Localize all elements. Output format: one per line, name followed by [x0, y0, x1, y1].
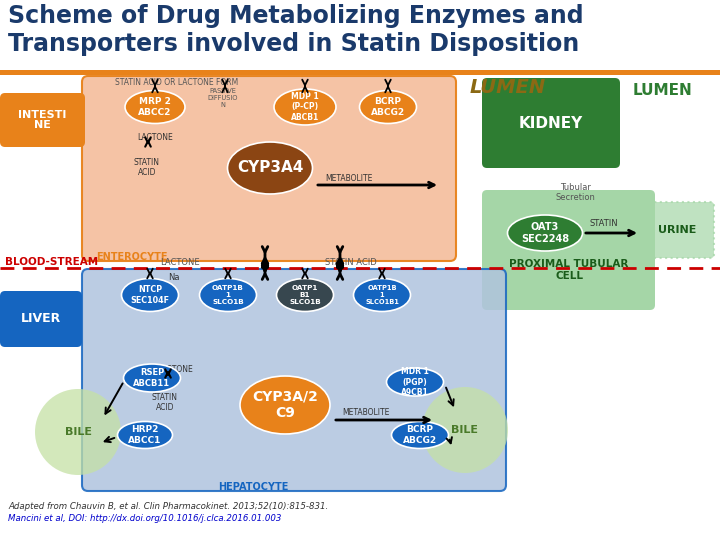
Text: HEPATOCYTE: HEPATOCYTE [218, 482, 288, 492]
Text: PROXIMAL TUBULAR
CELL: PROXIMAL TUBULAR CELL [509, 259, 629, 281]
Circle shape [422, 387, 508, 473]
Text: LACTONE: LACTONE [157, 365, 193, 374]
Text: METABOLITE: METABOLITE [342, 408, 390, 417]
Ellipse shape [387, 368, 444, 396]
Text: ENTEROCYTE: ENTEROCYTE [96, 252, 168, 262]
Text: KIDNEY: KIDNEY [519, 116, 583, 131]
Ellipse shape [359, 91, 416, 124]
FancyBboxPatch shape [82, 76, 456, 261]
Text: STATIN ACID: STATIN ACID [325, 258, 377, 267]
Text: OAT3
SEC2248: OAT3 SEC2248 [521, 222, 569, 244]
Text: Na: Na [168, 273, 179, 282]
FancyBboxPatch shape [0, 93, 85, 147]
Ellipse shape [354, 279, 410, 312]
Text: OATP1B
1
SLCO1B: OATP1B 1 SLCO1B [212, 285, 244, 305]
Text: BCRP
ABCG2: BCRP ABCG2 [371, 97, 405, 117]
Text: BILE: BILE [451, 425, 479, 435]
Text: MDR 1
(PGP)
A9CB1: MDR 1 (PGP) A9CB1 [401, 367, 429, 397]
Text: METABOLITE: METABOLITE [325, 174, 372, 183]
Text: STATIN ACID OR LACTONE FORM: STATIN ACID OR LACTONE FORM [115, 78, 238, 87]
Text: CYP3A/2
C9: CYP3A/2 C9 [252, 390, 318, 420]
Text: LACTONE: LACTONE [137, 133, 173, 142]
Text: INTESTI
NE: INTESTI NE [18, 110, 66, 130]
Ellipse shape [228, 142, 312, 194]
Text: CYP3A4: CYP3A4 [237, 160, 303, 176]
Ellipse shape [508, 215, 582, 251]
Ellipse shape [276, 279, 333, 312]
Ellipse shape [122, 279, 179, 312]
Text: URINE: URINE [658, 225, 696, 235]
FancyBboxPatch shape [482, 190, 655, 310]
FancyBboxPatch shape [82, 269, 506, 491]
Text: STATIN
ACID: STATIN ACID [152, 393, 178, 413]
Text: RSEP
ABCB11: RSEP ABCB11 [133, 368, 171, 388]
Text: OATP1B
1
SLCO1B1: OATP1B 1 SLCO1B1 [365, 285, 399, 305]
Text: NTCP
SEC104F: NTCP SEC104F [130, 285, 169, 305]
Text: MRP 2
ABCC2: MRP 2 ABCC2 [138, 97, 171, 117]
Text: LUMEN: LUMEN [633, 83, 693, 98]
Text: Adapted from Chauvin B, et al. Clin Pharmacokinet. 2013;52(10):815-831.: Adapted from Chauvin B, et al. Clin Phar… [8, 502, 328, 511]
Ellipse shape [125, 91, 185, 124]
Text: LUMEN: LUMEN [470, 78, 546, 97]
Text: PASSIVE
DIFFUSIO
N: PASSIVE DIFFUSIO N [208, 88, 238, 108]
Text: BILE: BILE [65, 427, 91, 437]
Text: BLOOD-STREAM: BLOOD-STREAM [5, 257, 98, 267]
FancyBboxPatch shape [0, 291, 82, 347]
Ellipse shape [124, 364, 181, 392]
Text: LACTONE: LACTONE [160, 258, 199, 267]
FancyBboxPatch shape [482, 78, 620, 168]
Text: STATIN
ACID: STATIN ACID [134, 158, 160, 178]
Text: Scheme of Drug Metabolizing Enzymes and
Transporters involved in Statin Disposit: Scheme of Drug Metabolizing Enzymes and … [8, 4, 584, 56]
Ellipse shape [274, 89, 336, 125]
Ellipse shape [199, 279, 256, 312]
Text: BCRP
ABCG2: BCRP ABCG2 [403, 426, 437, 445]
Circle shape [35, 389, 121, 475]
Text: STATIN: STATIN [590, 219, 618, 228]
Bar [0, 70, 720, 75]
Text: HRP2
ABCC1: HRP2 ABCC1 [128, 426, 162, 445]
Ellipse shape [392, 422, 449, 449]
Ellipse shape [117, 422, 173, 449]
Text: Tubular
Secretion: Tubular Secretion [555, 183, 595, 202]
Text: MDP 1
(P-CP)
ABCB1: MDP 1 (P-CP) ABCB1 [291, 92, 319, 122]
Text: OATP1
B1
SLCO1B: OATP1 B1 SLCO1B [289, 285, 321, 305]
Text: Mancini et al, DOI: http://dx.doi.org/10.1016/j.clca.2016.01.003: Mancini et al, DOI: http://dx.doi.org/10… [8, 514, 282, 523]
Ellipse shape [240, 376, 330, 434]
Text: LIVER: LIVER [21, 313, 61, 326]
FancyBboxPatch shape [640, 202, 714, 258]
